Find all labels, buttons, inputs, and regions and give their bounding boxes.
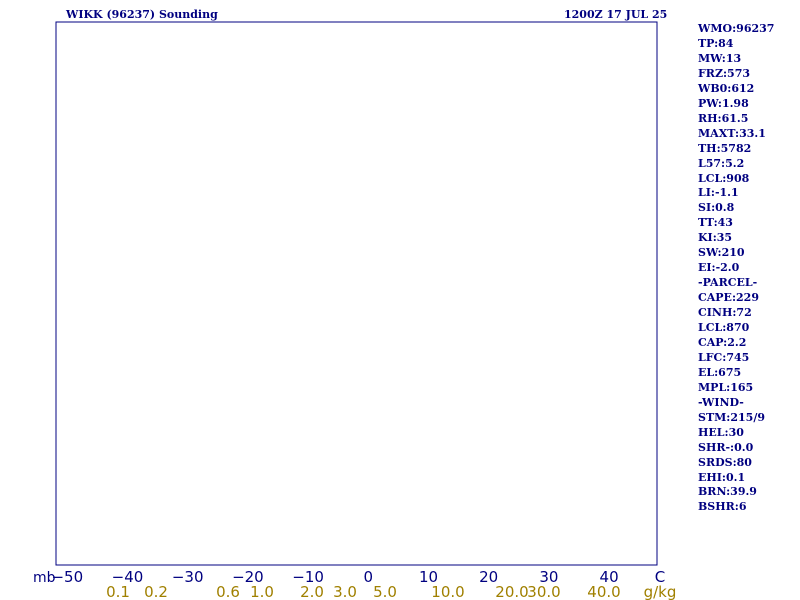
time-title: 1200Z 17 JUL 25 <box>564 8 668 21</box>
index-line: CINH:72 <box>698 306 752 320</box>
index-line: BSHR:6 <box>698 500 747 514</box>
mixing-ratio-tick-label: 10.0 <box>431 583 464 600</box>
temperature-tick-label: −30 <box>172 568 204 586</box>
mixing-ratio-tick-label: 2.0 <box>300 583 324 600</box>
temperature-tick-label: 40 <box>600 568 619 586</box>
mixing-ratio-tick-label: 5.0 <box>373 583 397 600</box>
index-line: -WIND- <box>698 395 744 409</box>
axes <box>55 21 658 566</box>
index-line: SW:210 <box>698 246 745 260</box>
pressure-unit-label: mb <box>33 570 56 586</box>
temperature-tick-label: −10 <box>292 568 324 586</box>
index-line: LI:-1.1 <box>698 186 739 200</box>
mixing-ratio-tick-label: 20.0 <box>495 583 528 600</box>
temperature-tick-label: 30 <box>539 568 558 586</box>
index-line: MW:13 <box>698 51 742 65</box>
temperature-tick-label: −40 <box>112 568 144 586</box>
index-line: CAP:2.2 <box>698 335 747 349</box>
temperature-tick-label: −20 <box>232 568 264 586</box>
index-line: STM:215/9 <box>698 410 765 424</box>
index-line: FRZ:573 <box>698 66 751 80</box>
index-line: L57:5.2 <box>698 156 745 170</box>
mixing-ratio-tick-label: 0.1 <box>106 583 130 600</box>
mixing-ratio-tick-label: 3.0 <box>333 583 357 600</box>
index-line: WMO:96237 <box>698 22 775 35</box>
index-line: HEL:30 <box>698 425 744 439</box>
plot-frame <box>55 21 658 566</box>
index-line: MPL:165 <box>698 380 754 394</box>
index-line: EI:-2.0 <box>698 261 740 275</box>
index-line: PW:1.98 <box>698 96 749 110</box>
index-line: -PARCEL- <box>698 276 758 290</box>
mixing-ratio-tick-label: 1.0 <box>250 583 274 600</box>
mixing-ratio-unit-label: g/kg <box>644 583 677 600</box>
index-line: TP:84 <box>698 36 734 50</box>
index-line: RH:61.5 <box>698 111 749 125</box>
axis-labels: 1000900800700600500400300200100mb16620 m… <box>33 568 677 600</box>
mixing-ratio-tick-label: 30.0 <box>527 583 560 600</box>
mixing-ratio-tick-label: 0.2 <box>144 583 168 600</box>
temperature-tick-label: 0 <box>364 568 374 586</box>
mixing-ratio-tick-label: 0.6 <box>216 583 240 600</box>
index-line: KI:35 <box>698 231 733 245</box>
station-title: WIKK (96237) Sounding <box>66 8 218 21</box>
temperature-tick-label: 10 <box>419 568 438 586</box>
index-line: EL:675 <box>698 365 742 379</box>
index-line: LCL:870 <box>698 321 750 334</box>
index-line: EHI:0.1 <box>698 470 746 484</box>
temperature-tick-label: 20 <box>479 568 498 586</box>
index-line: WB0:612 <box>698 81 755 95</box>
index-line: TH:5782 <box>698 141 752 155</box>
mixing-ratio-tick-label: 40.0 <box>587 583 620 600</box>
index-line: SRDS:80 <box>698 455 752 469</box>
index-line: TT:43 <box>698 216 733 230</box>
index-line: SHR-:0.0 <box>698 440 754 454</box>
index-line: CAPE:229 <box>698 291 759 305</box>
index-line: SI:0.8 <box>698 201 735 215</box>
temperature-tick-label: −50 <box>51 568 83 586</box>
index-line: LCL:908 <box>698 171 750 185</box>
index-line: MAXT:33.1 <box>698 126 766 140</box>
temperature-unit-label: C <box>655 568 665 586</box>
index-line: BRN:39.9 <box>698 485 757 499</box>
index-line: LFC:745 <box>698 350 750 364</box>
